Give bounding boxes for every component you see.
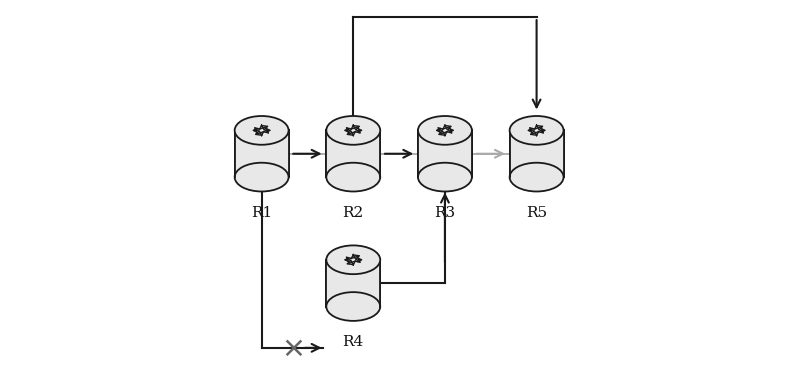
Text: R2: R2 — [342, 206, 364, 220]
Ellipse shape — [418, 116, 472, 145]
Ellipse shape — [510, 116, 563, 145]
Ellipse shape — [418, 163, 472, 192]
Ellipse shape — [326, 292, 380, 321]
Ellipse shape — [234, 163, 289, 192]
Text: R4: R4 — [342, 335, 364, 349]
Polygon shape — [326, 130, 380, 177]
Ellipse shape — [326, 163, 380, 192]
Ellipse shape — [510, 163, 563, 192]
Text: R1: R1 — [251, 206, 272, 220]
Polygon shape — [510, 130, 563, 177]
Ellipse shape — [234, 116, 289, 145]
Ellipse shape — [326, 116, 380, 145]
Ellipse shape — [326, 245, 380, 274]
Text: R3: R3 — [434, 206, 455, 220]
Text: R5: R5 — [526, 206, 547, 220]
Polygon shape — [418, 130, 472, 177]
Polygon shape — [326, 260, 380, 307]
Polygon shape — [234, 130, 289, 177]
